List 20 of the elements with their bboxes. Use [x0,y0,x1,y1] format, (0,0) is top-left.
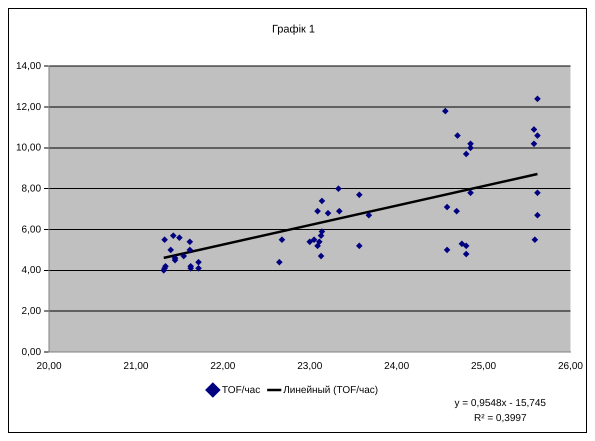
y-tick-label: 2,00 [22,306,42,317]
y-tick-label: 0,00 [22,346,42,358]
y-tick-label: 4,00 [22,265,42,276]
legend-label: Линейный (TOF/час) [283,384,378,396]
y-tick-label: 6,00 [22,224,42,236]
x-tick-label: 22,00 [210,360,236,372]
x-tick-label: 23,00 [297,360,323,372]
y-tick-label: 8,00 [22,183,42,194]
chart-title: Графік 1 [272,24,316,36]
y-tick-label: 10,00 [16,142,42,154]
x-tick-label: 20,00 [36,360,62,372]
text: R² = 0,3997 [472,412,528,426]
x-tick-label: 21,00 [123,360,149,372]
x-tick-label: 24,00 [384,360,410,372]
y-tick-label: 14,00 [16,60,42,72]
text: y = 0,9548x - 15,745 [454,397,546,411]
legend-label: TOF/час [222,384,260,396]
x-tick-label: 26,00 [558,360,584,372]
x-tick-label: 25,00 [471,360,497,372]
y-tick-label: 12,00 [16,102,42,113]
